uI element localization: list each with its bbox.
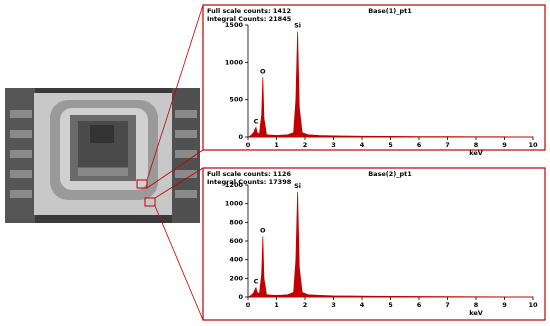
connector bbox=[146, 149, 204, 189]
sem-image bbox=[5, 88, 200, 223]
x-tick-label: 1 bbox=[274, 141, 279, 149]
x-tick-label: 1 bbox=[274, 301, 279, 309]
y-tick-label: 600 bbox=[229, 237, 243, 245]
connector bbox=[146, 4, 204, 181]
y-tick-label: 500 bbox=[229, 96, 243, 104]
y-tick-label: 1000 bbox=[225, 58, 244, 66]
region-box bbox=[136, 179, 148, 189]
y-tick-label: 400 bbox=[229, 256, 243, 264]
info-text: Integral Counts: 21845 bbox=[207, 15, 292, 23]
y-tick-label: 1000 bbox=[225, 200, 244, 208]
chart-title: Base(2)_pt1 bbox=[368, 170, 412, 178]
connector bbox=[154, 167, 204, 199]
peak-label: Si bbox=[294, 22, 301, 30]
x-tick-label: 4 bbox=[360, 141, 365, 149]
y-tick-label: 200 bbox=[229, 274, 243, 282]
x-tick-label: 6 bbox=[417, 301, 422, 309]
info-text: Full scale counts: 1412 bbox=[207, 7, 291, 15]
y-tick-label: 1500 bbox=[225, 21, 244, 29]
peak-label: Si bbox=[294, 182, 301, 190]
x-tick-label: 0 bbox=[246, 301, 251, 309]
x-axis-label: keV bbox=[469, 149, 483, 157]
x-tick-label: 10 bbox=[528, 301, 538, 309]
x-tick-label: 2 bbox=[303, 141, 308, 149]
x-tick-label: 10 bbox=[528, 141, 538, 149]
spectrum bbox=[247, 31, 534, 138]
x-tick-label: 3 bbox=[331, 141, 336, 149]
x-tick-label: 7 bbox=[445, 141, 450, 149]
x-axis-label: keV bbox=[469, 309, 483, 317]
y-tick-label: 0 bbox=[238, 293, 243, 301]
x-tick-label: 9 bbox=[502, 301, 507, 309]
x-tick-label: 2 bbox=[303, 301, 308, 309]
x-tick-label: 4 bbox=[360, 301, 365, 309]
y-tick-label: 0 bbox=[238, 133, 243, 141]
info-text: Full scale counts: 1126 bbox=[207, 170, 291, 178]
info-text: Integral Counts: 17398 bbox=[207, 178, 292, 186]
y-tick-label: 800 bbox=[229, 218, 243, 226]
panel-frame bbox=[202, 167, 546, 321]
x-tick-label: 8 bbox=[474, 141, 479, 149]
peak-label: C bbox=[254, 117, 259, 125]
peak-label: C bbox=[254, 278, 259, 286]
x-tick-label: 8 bbox=[474, 301, 479, 309]
x-tick-label: 0 bbox=[246, 141, 251, 149]
x-tick-label: 3 bbox=[331, 301, 336, 309]
spectrum bbox=[247, 191, 534, 298]
x-tick-label: 9 bbox=[502, 141, 507, 149]
x-tick-label: 5 bbox=[388, 141, 393, 149]
x-tick-label: 7 bbox=[445, 301, 450, 309]
chart-title: Base(1)_pt1 bbox=[368, 7, 412, 15]
peak-label: O bbox=[260, 226, 266, 234]
peak-label: O bbox=[260, 67, 266, 75]
x-tick-label: 5 bbox=[388, 301, 393, 309]
x-tick-label: 6 bbox=[417, 141, 422, 149]
connector bbox=[154, 205, 204, 321]
panel-frame bbox=[202, 4, 546, 151]
region-box bbox=[144, 197, 156, 207]
y-tick-label: 1200 bbox=[225, 181, 244, 189]
